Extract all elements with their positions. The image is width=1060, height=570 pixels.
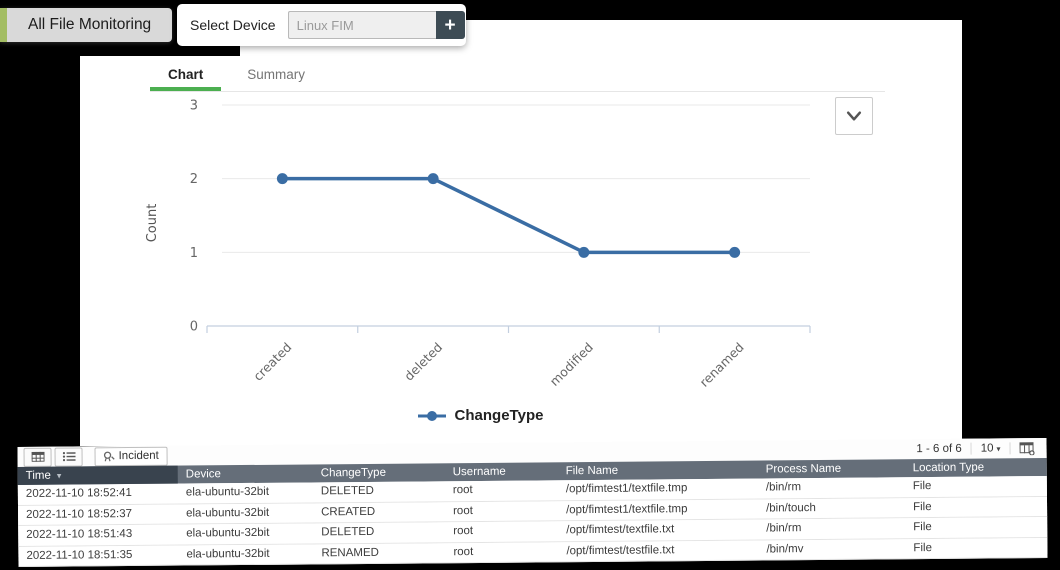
- plus-icon: +: [444, 14, 456, 36]
- select-device-label: Select Device: [190, 17, 276, 33]
- page-size-value: 10: [980, 442, 994, 455]
- cell-device: ela-ubuntu-32bit: [186, 526, 270, 540]
- chart-summary-tabs: Chart Summary: [150, 60, 885, 92]
- cell-process-name: /bin/mv: [766, 542, 804, 555]
- pagination-range: 1 - 6 of 6: [916, 442, 962, 456]
- column-header-device[interactable]: Device: [185, 468, 221, 481]
- collapse-chart-button[interactable]: [835, 97, 873, 135]
- svg-text:1: 1: [190, 246, 198, 261]
- cell-username: root: [453, 504, 473, 517]
- column-settings-button[interactable]: [1019, 441, 1035, 455]
- column-header-location-type[interactable]: Location Type: [912, 461, 985, 475]
- column-header-changetype[interactable]: ChangeType: [320, 466, 387, 480]
- sort-desc-icon: ▾: [56, 470, 62, 481]
- svg-text:deleted: deleted: [401, 340, 445, 384]
- legend-label: ChangeType: [454, 407, 544, 424]
- cell-process-name: /bin/touch: [766, 501, 816, 514]
- svg-text:Count: Count: [145, 204, 160, 243]
- device-input[interactable]: [287, 11, 436, 39]
- cell-username: root: [453, 545, 474, 558]
- svg-text:renamed: renamed: [697, 340, 747, 390]
- cell-time: 2022-11-10 18:51:35: [26, 548, 133, 562]
- cell-device: ela-ubuntu-32bit: [186, 506, 270, 520]
- cell-changetype: DELETED: [320, 484, 374, 498]
- column-header-process-name[interactable]: Process Name: [765, 462, 842, 476]
- cell-time: 2022-11-10 18:52:41: [25, 487, 132, 500]
- cell-location-type: File: [913, 521, 932, 534]
- svg-text:modified: modified: [547, 340, 596, 389]
- events-table-panel: Incident 1 - 6 of 6 10 ▾ Time ▾ Device Chan…: [17, 438, 1048, 567]
- all-file-monitoring-tab[interactable]: All File Monitoring: [0, 8, 173, 42]
- table-grid-icon: [31, 451, 45, 462]
- column-header-username[interactable]: Username: [452, 465, 506, 479]
- all-file-monitoring-label: All File Monitoring: [7, 8, 173, 42]
- cell-process-name: /bin/rm: [765, 481, 802, 494]
- incident-button-label: Incident: [118, 449, 159, 463]
- cell-changetype: CREATED: [321, 505, 376, 518]
- page-size-dropdown[interactable]: 10 ▾: [981, 442, 1001, 454]
- cell-location-type: File: [913, 541, 932, 554]
- cell-location-type: File: [912, 500, 932, 513]
- cell-changetype: DELETED: [321, 525, 375, 539]
- cell-time: 2022-11-10 18:52:37: [26, 507, 133, 521]
- svg-text:0: 0: [190, 320, 198, 335]
- table-view-button[interactable]: [23, 447, 52, 467]
- cell-device: ela-ubuntu-32bit: [186, 547, 270, 561]
- chevron-down-icon: [846, 111, 862, 121]
- svg-text:3: 3: [190, 99, 198, 114]
- incident-icon: [103, 451, 115, 461]
- green-accent-bar: [0, 8, 7, 42]
- incident-button[interactable]: Incident: [94, 446, 168, 466]
- tab-summary[interactable]: Summary: [247, 67, 306, 82]
- list-icon: [62, 452, 76, 462]
- add-device-button[interactable]: +: [435, 11, 465, 39]
- caret-down-icon: ▾: [996, 443, 1001, 453]
- svg-text:2: 2: [190, 172, 198, 187]
- column-header-file-name[interactable]: File Name: [565, 464, 619, 478]
- svg-text:created: created: [250, 340, 294, 384]
- select-device-card: Select Device +: [177, 4, 466, 46]
- tab-chart[interactable]: Chart: [150, 67, 222, 91]
- cell-username: root: [452, 484, 473, 497]
- table-toolbar: Incident 1 - 6 of 6 10 ▾: [17, 438, 1047, 468]
- chart-legend[interactable]: ChangeType: [140, 407, 820, 424]
- cell-file-name: /opt/fimtest1/textfile.tmp: [565, 482, 688, 496]
- toolbar-divider: [1009, 442, 1011, 455]
- line-chart-svg: 0 1 2 3 created deleted modified renamed Count: [145, 99, 811, 390]
- cell-file-name: /opt/fimtest/testfile.txt: [566, 543, 675, 557]
- cell-file-name: /opt/fimtest1/textfile.tmp: [566, 502, 688, 516]
- legend-marker-icon: [417, 410, 446, 421]
- cell-username: root: [453, 525, 474, 538]
- cell-location-type: File: [912, 480, 932, 493]
- cell-process-name: /bin/rm: [766, 522, 802, 535]
- table-body: 2022-11-10 18:52:41 ela-ubuntu-32bit DELET…: [17, 476, 1048, 567]
- column-header-time[interactable]: Time ▾: [17, 465, 178, 486]
- list-view-button[interactable]: [54, 446, 83, 467]
- cell-file-name: /opt/fimtest/textfile.txt: [566, 523, 675, 537]
- cell-changetype: RENAMED: [321, 546, 379, 559]
- toolbar-divider: [970, 442, 972, 455]
- change-type-chart: 0 1 2 3 created deleted modified renamed Count: [140, 95, 820, 405]
- cell-device: ela-ubuntu-32bit: [185, 485, 270, 499]
- cell-time: 2022-11-10 18:51:43: [26, 528, 133, 541]
- chart-panel: Chart Summary 0 1 2 3 created deleted modified…: [80, 20, 962, 446]
- table-settings-icon: [1019, 441, 1035, 455]
